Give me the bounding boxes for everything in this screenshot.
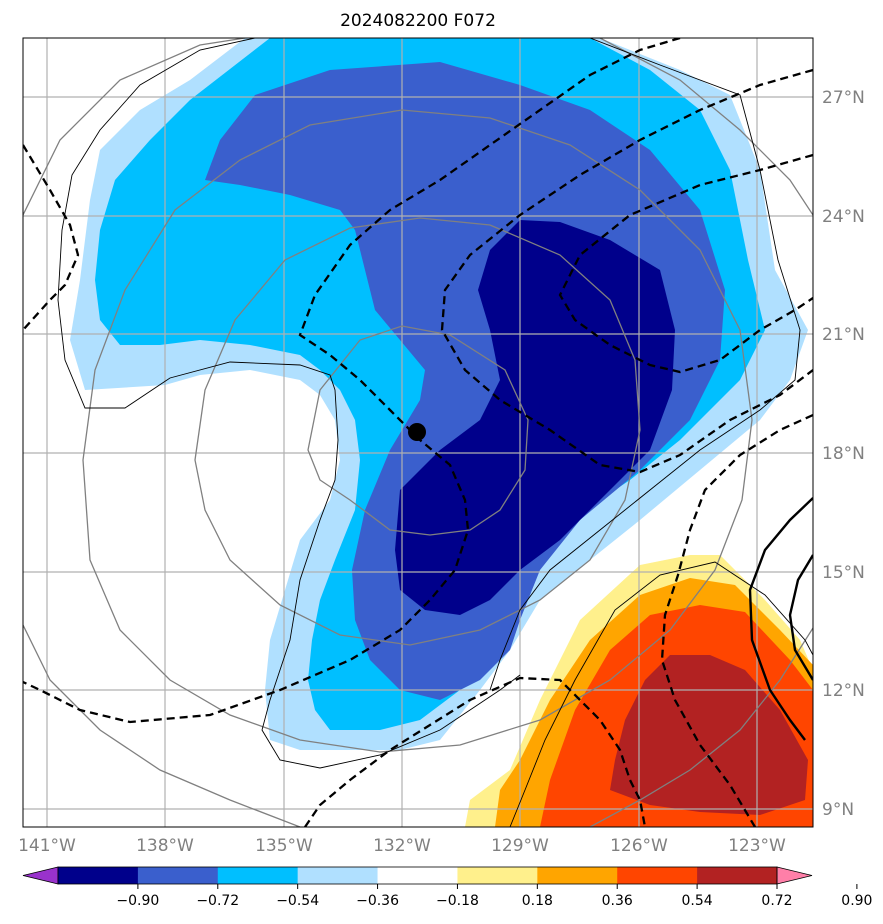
lon-tick-label: 132°W [373,836,431,856]
lat-tick-labels: 9°N 12°N 15°N 18°N 21°N 24°N 27°N [822,88,865,820]
map-area [23,38,813,827]
colorbar-tick-label: 0.72 [761,893,792,909]
solid-contours [748,497,813,741]
lat-tick-label: 15°N [822,563,865,583]
lon-tick-label: 138°W [136,836,194,856]
colorbar-segment [58,867,139,884]
colorbar-tick-label: 0.54 [682,893,713,909]
lat-tick-label: 18°N [822,444,865,464]
chart-title: 2024082200 F072 [340,11,496,31]
lon-tick-label: 129°W [491,836,549,856]
lat-tick-label: 9°N [822,800,854,820]
lat-tick-label: 24°N [822,207,865,227]
colorbar-tick-label: 0.36 [602,893,633,909]
colorbar-segment [217,867,299,884]
lon-tick-label: 141°W [18,836,76,856]
colorbar-segment [697,867,778,884]
map-frame [22,37,814,828]
colorbar-tick-label: 0.18 [522,893,553,909]
fill-neg-0.54 [205,62,725,700]
lat-tick-label: 12°N [822,681,865,701]
colorbar-tick-label: −0.72 [196,893,239,909]
colorbar-tick-label: 0.90 [841,893,872,909]
colorbar-segment [377,867,458,884]
graticule [23,38,813,827]
lon-tick-label: 123°W [728,836,786,856]
thin-black-contours [57,38,813,827]
colorbar-segment [537,867,618,884]
colorbar-segment [457,867,538,884]
lon-tick-label: 126°W [610,836,668,856]
storm-center-marker [408,423,426,441]
lat-tick-label: 21°N [822,325,865,345]
colorbar-tick-label: −0.36 [356,893,399,909]
fill-neg-0.72 [395,220,675,615]
lat-tick-label: 27°N [822,88,865,108]
colorbar-extend-max [776,866,813,885]
lon-tick-label: 135°W [255,836,313,856]
gray-contours [23,38,813,827]
colorbar-segment [617,867,698,884]
colorbar-extend-min [22,866,59,885]
colorbar-segment [297,867,379,884]
fill-pos-0.72 [610,655,808,815]
colorbar-tick-label: −0.54 [276,893,319,909]
colorbar-tick-label: −0.90 [116,893,159,909]
colorbar-tick-label: −0.18 [436,893,479,909]
colorbar-segment [137,867,219,884]
lon-tick-labels: 141°W 138°W 135°W 132°W 129°W 126°W 123°… [18,836,786,856]
colorbar-outline [57,866,778,885]
colorbar: −0.90 −0.72 −0.54 −0.36 −0.18 0.18 0.36 0.54 0.7… [22,866,872,909]
